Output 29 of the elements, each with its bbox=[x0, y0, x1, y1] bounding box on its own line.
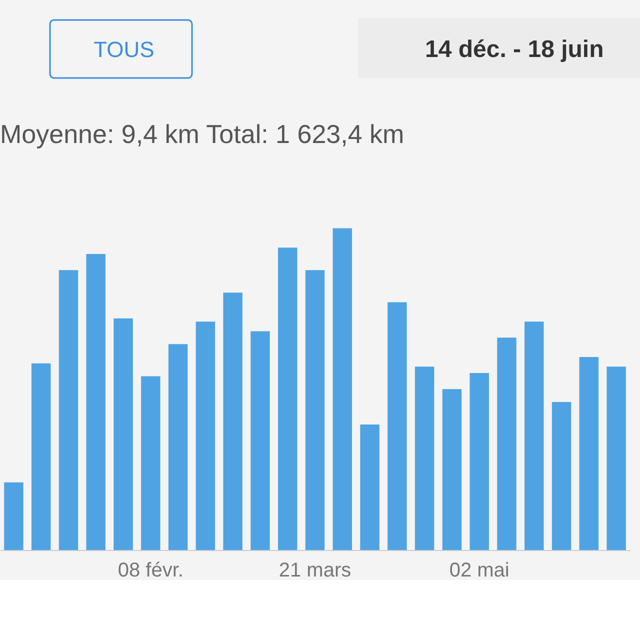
bar bbox=[305, 270, 325, 550]
bar bbox=[223, 292, 242, 550]
text: TOUS bbox=[94, 37, 154, 62]
bar bbox=[442, 389, 462, 550]
bar bbox=[579, 356, 599, 550]
bar bbox=[168, 344, 188, 550]
bar bbox=[4, 482, 24, 550]
bar bbox=[360, 424, 380, 550]
bar bbox=[470, 373, 489, 550]
bar bbox=[250, 331, 270, 550]
bar bbox=[86, 254, 106, 550]
bar bbox=[58, 270, 78, 550]
x-tick-label: 02 mai bbox=[449, 560, 510, 582]
bar bbox=[524, 322, 544, 550]
bar bbox=[114, 318, 133, 550]
bar bbox=[332, 228, 352, 550]
bar bbox=[552, 402, 572, 550]
bar bbox=[388, 302, 407, 550]
x-tick-label: 08 févr. bbox=[118, 560, 184, 582]
chart-subtitle: Moyenne: 9,4 km Total: 1 623,4 km bbox=[0, 119, 404, 149]
bar bbox=[278, 248, 298, 550]
bar bbox=[31, 363, 51, 550]
bar bbox=[497, 338, 516, 550]
chart-title: 14 déc. - 18 juin bbox=[425, 36, 604, 63]
bar bbox=[196, 322, 216, 550]
x-tick-label: 21 mars bbox=[278, 560, 352, 582]
bar bbox=[606, 366, 626, 550]
bar bbox=[141, 376, 160, 550]
bar bbox=[414, 366, 434, 550]
